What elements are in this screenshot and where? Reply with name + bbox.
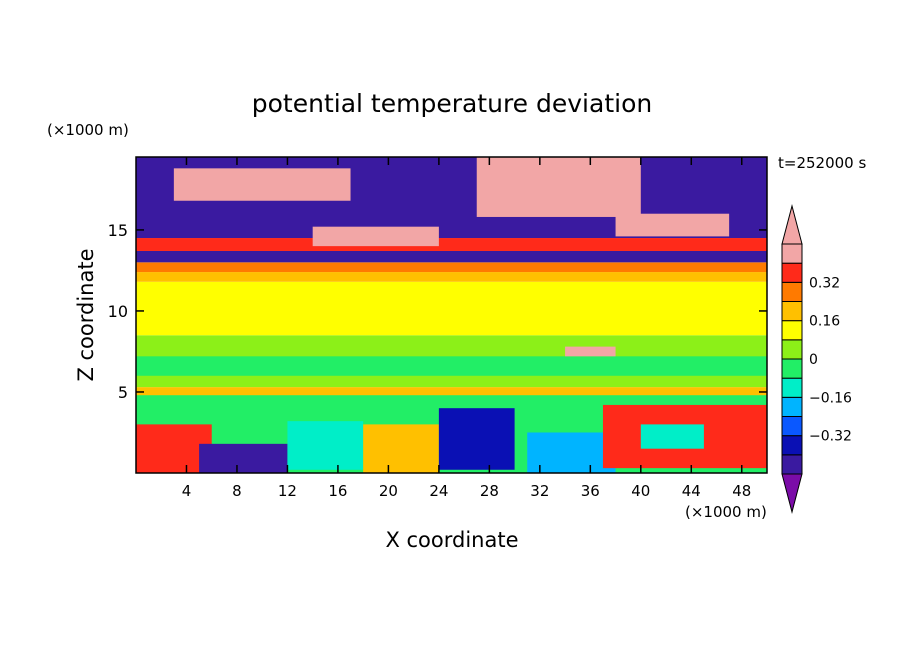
colorbar-segment	[781, 320, 803, 341]
field-region	[565, 346, 616, 357]
y-tick-label: 10	[108, 302, 128, 321]
x-tick-label: 8	[232, 482, 242, 500]
x-axis-label: X coordinate	[385, 528, 518, 552]
field-region	[438, 408, 515, 470]
x-axis: 4 8 12 16 20 24 28 32 36 40 44 48	[182, 157, 751, 500]
colorbar-tick-label: 0.32	[809, 275, 840, 291]
y-axis-label: Z coordinate	[74, 248, 98, 381]
colorbar-tick-label: 0	[809, 352, 818, 368]
colorbar-tick-label: −0.16	[809, 390, 852, 406]
field-region	[136, 262, 767, 273]
colorbar-segment	[781, 396, 803, 418]
x-tick-label: 12	[278, 482, 297, 500]
field-layer	[136, 157, 767, 473]
field-region	[136, 387, 767, 396]
x-tick-label: 48	[732, 482, 751, 500]
colorbar-segment	[781, 281, 803, 303]
x-tick-label: 44	[682, 482, 701, 500]
y-tick-label: 15	[108, 221, 128, 240]
field-region	[136, 356, 767, 376]
field-region	[363, 424, 439, 473]
x-tick-label: 20	[379, 482, 398, 500]
colorbar-segment	[781, 435, 803, 456]
y-units-label: (×1000 m)	[47, 121, 129, 139]
x-tick-label: 40	[631, 482, 650, 500]
colorbar-tick-label: 0.16	[809, 314, 840, 330]
field-region	[312, 226, 439, 247]
colorbar-segment	[781, 416, 803, 437]
colorbar-segment	[781, 339, 803, 360]
x-tick-label: 28	[480, 482, 499, 500]
field-region	[287, 421, 364, 470]
plot-frame	[135, 156, 768, 474]
x-tick-label: 24	[429, 482, 448, 500]
field-region	[136, 281, 767, 336]
x-tick-label: 32	[530, 482, 549, 500]
colorbar: −0.32 −0.16 0 0.16 0.32	[781, 204, 852, 514]
x-tick-label: 16	[328, 482, 347, 500]
colorbar-tick-label: −0.32	[809, 429, 852, 445]
colorbar-segment	[781, 377, 803, 398]
field-region	[173, 168, 351, 201]
field-region	[136, 238, 767, 251]
colorbar-segment	[781, 301, 803, 322]
colorbar-segment	[781, 454, 803, 475]
field-region	[199, 443, 288, 473]
field-region	[527, 432, 616, 473]
colorbar-segment	[781, 243, 803, 264]
field-region	[640, 424, 704, 449]
x-tick-label: 4	[182, 482, 192, 500]
y-axis: 5 10 15	[108, 221, 767, 402]
x-tick-label: 36	[581, 482, 600, 500]
y-tick-label: 5	[118, 383, 128, 402]
field-region	[136, 250, 767, 263]
field-region	[136, 272, 767, 282]
field-region	[615, 213, 730, 237]
time-label: t=252000 s	[778, 154, 866, 172]
chart-title: potential temperature deviation	[252, 89, 652, 118]
field-region	[476, 157, 641, 217]
colorbar-segment	[781, 262, 803, 283]
x-units-label: (×1000 m)	[685, 503, 767, 521]
colorbar-segment	[781, 358, 803, 379]
